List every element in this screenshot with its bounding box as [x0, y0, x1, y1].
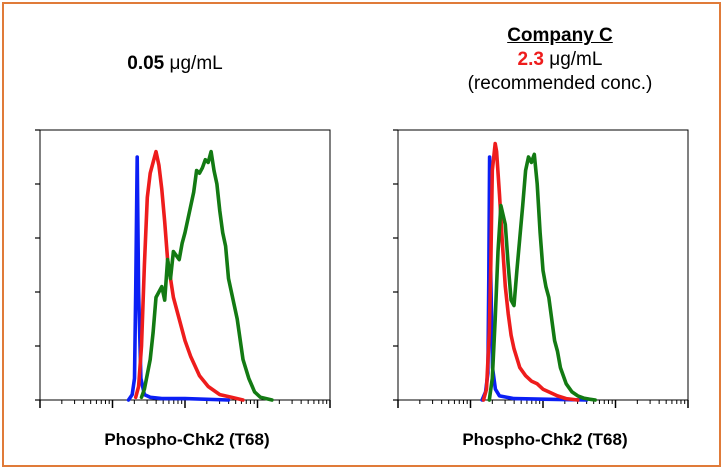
- right-conc-value: 2.3: [517, 49, 544, 70]
- left-series-red: [133, 149, 245, 402]
- figure-frame: [2, 2, 721, 467]
- right-series-red: [481, 141, 580, 402]
- right-conc-unit: μg/mL: [543, 49, 603, 70]
- right-series-green: [487, 152, 597, 402]
- right-panel-header: Company C 2.3 μg/mL (recommended conc.): [430, 24, 690, 96]
- left-plot-area: [39, 129, 331, 401]
- left-panel-header: 0.05 μg/mL: [60, 52, 290, 76]
- right-histogram: [393, 129, 689, 408]
- left-histogram: [35, 129, 331, 408]
- left-series-blue: [126, 155, 231, 402]
- left-series-green: [139, 149, 274, 402]
- left-x-axis-label: Phospho-Chk2 (T68): [104, 430, 270, 449]
- right-x-axis-label: Phospho-Chk2 (T68): [462, 430, 628, 449]
- left-conc-unit: μg/mL: [164, 53, 223, 74]
- right-conc-note: (recommended conc.): [467, 73, 653, 94]
- right-company-name: Company C: [507, 25, 613, 46]
- left-conc-value: 0.05: [127, 53, 165, 74]
